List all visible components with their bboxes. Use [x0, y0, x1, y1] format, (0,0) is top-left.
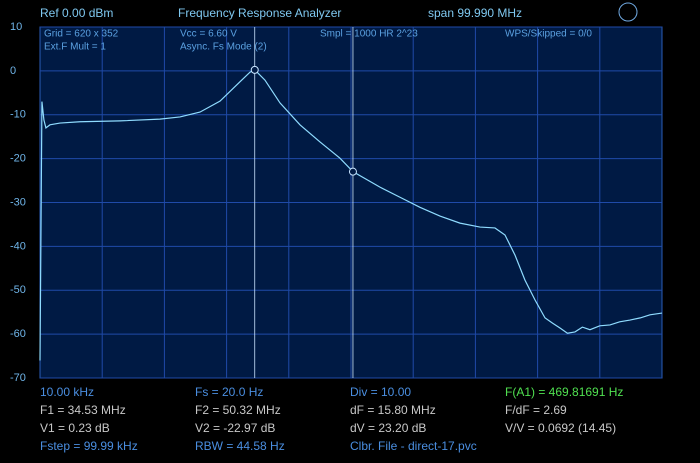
- readout: Fstep = 99.99 kHz: [40, 439, 138, 453]
- status-indicator[interactable]: [618, 2, 638, 22]
- info-text: Vcc = 6.60 V: [180, 29, 237, 40]
- y-tick-label: 10: [10, 21, 22, 33]
- readout: RBW = 44.58 Hz: [195, 439, 285, 453]
- info-text: WPS/Skipped = 0/0: [505, 29, 592, 40]
- y-tick-label: -40: [10, 240, 26, 252]
- readout: V2 = -22.97 dB: [195, 421, 275, 435]
- ref-level: Ref 0.00 dBm: [40, 6, 113, 20]
- y-tick-label: -20: [10, 153, 26, 165]
- info-text: Grid = 620 x 352: [44, 29, 119, 40]
- readout: F/dF = 2.69: [505, 403, 567, 417]
- readout: V/V = 0.0692 (14.45): [505, 421, 616, 435]
- title: Frequency Response Analyzer: [178, 6, 341, 20]
- readout: dF = 15.80 MHz: [350, 403, 436, 417]
- readout: F1 = 34.53 MHz: [40, 403, 126, 417]
- readout: Clbr. File - direct-17.pvc: [350, 439, 477, 453]
- info-text: Smpl = 1000 HR 2^23: [320, 29, 418, 40]
- span: span 99.990 MHz: [428, 6, 522, 20]
- readout: F2 = 50.32 MHz: [195, 403, 281, 417]
- readout: 10.00 kHz: [40, 385, 94, 399]
- readout: Fs = 20.0 Hz: [195, 385, 263, 399]
- y-tick-label: -30: [10, 196, 26, 208]
- trace: [39, 69, 663, 361]
- y-tick-label: -60: [10, 328, 26, 340]
- y-tick-label: 0: [10, 65, 16, 77]
- readout: F(A1) = 469.81691 Hz: [505, 385, 623, 399]
- y-tick-label: -50: [10, 284, 26, 296]
- info-text: Ext.F Mult = 1: [44, 42, 106, 53]
- info-text: Async. Fs Mode (2): [180, 42, 267, 53]
- y-tick-label: -70: [10, 372, 26, 384]
- readout: Div = 10.00: [350, 385, 411, 399]
- marker: [250, 65, 259, 74]
- y-tick-label: -10: [10, 109, 26, 121]
- readout: V1 = 0.23 dB: [40, 421, 110, 435]
- marker: [348, 167, 357, 176]
- readout: dV = 23.20 dB: [350, 421, 426, 435]
